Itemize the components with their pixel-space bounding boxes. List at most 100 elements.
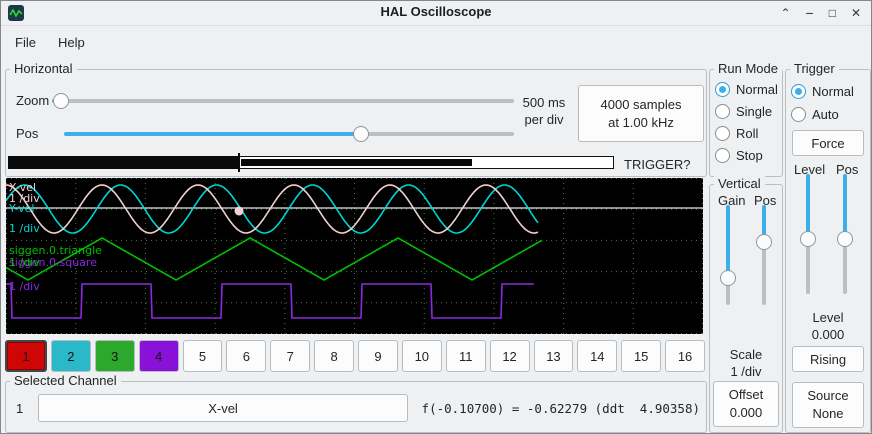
radio-label: Single	[736, 104, 773, 119]
zoom-slider[interactable]	[52, 93, 514, 109]
samples-line1: 4000 samples	[600, 96, 682, 112]
svg-text:1 /div: 1 /div	[9, 280, 40, 293]
radio-label: Normal	[812, 84, 854, 99]
channel-button-12[interactable]: 12	[489, 340, 530, 372]
vertical-pos-slider-label: Pos	[754, 193, 777, 208]
gain-slider[interactable]	[720, 205, 736, 305]
slider-track	[52, 99, 514, 103]
trigger-level-slider[interactable]	[800, 174, 816, 294]
channel-button-8[interactable]: 8	[314, 340, 354, 372]
minimize-icon[interactable]: −	[805, 5, 814, 21]
trigger-level-slider-label: Level	[794, 162, 826, 177]
time-per-div: 500 ms per div	[514, 94, 574, 128]
trigger-source-button[interactable]: Source None	[792, 382, 864, 428]
run-mode-group-label: Run Mode	[714, 61, 782, 76]
channel-button-15[interactable]: 15	[621, 340, 662, 372]
vertical-position-slider[interactable]	[756, 205, 772, 305]
channel-button-11[interactable]: 11	[445, 340, 486, 372]
channel-button-3[interactable]: 3	[94, 340, 135, 372]
selected-channel-group-label: Selected Channel	[10, 373, 121, 388]
channel-button-13[interactable]: 13	[533, 340, 574, 372]
run-mode-group: Run Mode Normal Single Roll Stop	[709, 61, 783, 177]
channel-button-row: 1 2 3 4 5 6 7 8 9 10 11 12 13 14 15 16	[5, 340, 705, 372]
gain-slider-label: Gain	[718, 193, 746, 208]
menu-file[interactable]: File	[15, 34, 36, 50]
record-pretrigger-bar	[8, 156, 239, 169]
zoom-label: Zoom	[16, 93, 50, 108]
radio-icon	[715, 104, 730, 119]
slider-track	[726, 205, 730, 305]
position-slider[interactable]	[64, 126, 514, 142]
svg-text:1 /div: 1 /div	[9, 256, 40, 269]
samples-button[interactable]: 4000 samples at 1.00 kHz	[578, 85, 704, 142]
menu-help[interactable]: Help	[57, 34, 85, 50]
window-title: HAL Oscilloscope	[380, 4, 492, 19]
trigger-position-slider[interactable]	[837, 174, 853, 294]
radio-label: Roll	[736, 126, 759, 141]
channel-button-2[interactable]: 2	[50, 340, 91, 372]
trigger-pos-slider-label: Pos	[836, 162, 859, 177]
slider-handle[interactable]	[837, 230, 853, 247]
trigger-mode-normal[interactable]: Normal	[791, 84, 854, 99]
offset-button[interactable]: Offset 0.000	[713, 381, 779, 427]
pos-label: Pos	[16, 126, 39, 141]
shade-icon[interactable]: ⌃	[780, 6, 791, 20]
offset-caption: Offset	[728, 387, 764, 402]
horizontal-group-label: Horizontal	[10, 61, 77, 76]
vertical-group-label: Vertical	[714, 176, 765, 191]
channel-name-button[interactable]: X-vel	[38, 394, 408, 422]
channel-button-6[interactable]: 6	[226, 340, 267, 372]
radio-icon	[715, 148, 730, 163]
radio-label: Stop	[736, 148, 763, 163]
slider-handle[interactable]	[720, 270, 736, 286]
channel-button-4[interactable]: 4	[138, 340, 179, 372]
horizontal-group: Horizontal Zoom 500 ms per div 4000 samp…	[5, 61, 707, 177]
maximize-icon[interactable]: □	[828, 6, 836, 20]
app-icon	[8, 5, 24, 21]
run-mode-normal[interactable]: Normal	[715, 82, 778, 97]
slider-handle[interactable]	[53, 93, 70, 109]
vertical-group: Vertical Gain Pos Scale 1 /div Offset 0.…	[709, 176, 783, 433]
offset-value: 0.000	[729, 405, 763, 420]
force-trigger-button[interactable]: Force	[792, 130, 864, 156]
channel-button-7[interactable]: 7	[270, 340, 311, 372]
svg-text:Y-vel: Y-vel	[8, 202, 34, 215]
trigger-group-label: Trigger	[790, 61, 839, 76]
channel-button-14[interactable]: 14	[577, 340, 618, 372]
channel-button-10[interactable]: 10	[401, 340, 442, 372]
slider-handle[interactable]	[353, 126, 369, 142]
trigger-source-caption: Source	[807, 388, 849, 403]
time-per-div-value: 500 ms	[522, 95, 566, 110]
samples-line2: at 1.00 kHz	[608, 114, 674, 130]
record-posttrigger-bar	[241, 159, 472, 166]
scope-display[interactable]: Y-vel 1 /div siggen.0.square 1 /div siggen.0…	[5, 178, 703, 334]
run-mode-single[interactable]: Single	[715, 104, 772, 119]
svg-text:siggen.0.square: siggen.0.square	[9, 256, 97, 269]
selected-channel-number: 1	[16, 401, 24, 416]
channel-button-1[interactable]: 1	[5, 340, 47, 372]
trigger-edge-button[interactable]: Rising	[792, 346, 864, 372]
channel-button-5[interactable]: 5	[182, 340, 223, 372]
svg-text:1 /div: 1 /div	[9, 222, 40, 235]
channel-button-9[interactable]: 9	[358, 340, 398, 372]
window-controls: ⌃ − □ ✕	[780, 1, 861, 25]
slider-track	[64, 132, 514, 136]
run-mode-roll[interactable]: Roll	[715, 126, 758, 141]
channel-button-16[interactable]: 16	[665, 340, 705, 372]
slider-handle[interactable]	[756, 234, 772, 250]
radio-label: Auto	[812, 107, 839, 122]
radio-icon	[715, 126, 730, 141]
slider-handle[interactable]	[800, 230, 816, 247]
svg-text:1 /div: 1 /div	[9, 192, 40, 205]
radio-icon	[715, 82, 730, 97]
title-bar: HAL Oscilloscope ⌃ − □ ✕	[1, 1, 871, 26]
close-icon[interactable]: ✕	[850, 6, 861, 20]
svg-text:siggen.0.triangle: siggen.0.triangle	[9, 244, 102, 257]
run-mode-stop[interactable]: Stop	[715, 148, 763, 163]
scale-caption: Scale	[729, 347, 763, 362]
channel-value-readout: f(-0.10700) = -0.62279 (ddt 4.90358)	[421, 401, 700, 416]
trigger-source-value: None	[812, 406, 844, 421]
slider-track	[762, 205, 766, 305]
trigger-mode-auto[interactable]: Auto	[791, 107, 839, 122]
